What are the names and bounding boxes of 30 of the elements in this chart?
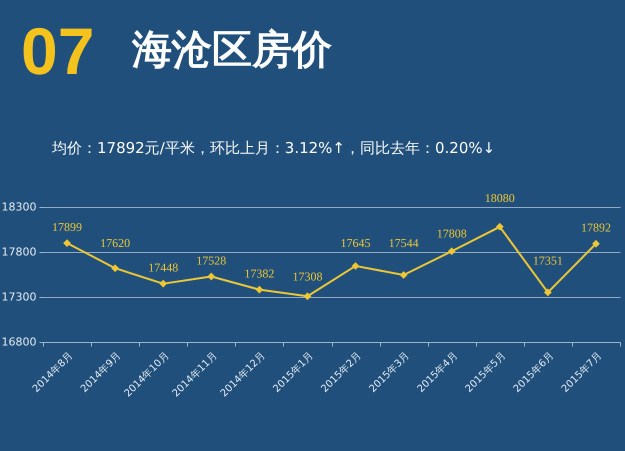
- data-label: 17892: [580, 220, 611, 235]
- point: [352, 262, 360, 270]
- data-label: 17528: [196, 253, 226, 268]
- data-label: 17645: [340, 236, 371, 250]
- data-label: 17808: [436, 226, 467, 240]
- point: [256, 286, 264, 294]
- data-label: 17382: [244, 266, 274, 281]
- point: [304, 292, 312, 300]
- y-tick-label: 16800: [2, 336, 36, 348]
- y-tick-label: 17300: [2, 290, 36, 304]
- point: [63, 239, 71, 247]
- point: [544, 288, 552, 296]
- data-label: 17544: [388, 236, 419, 250]
- data-label: 17620: [100, 236, 130, 250]
- point: [111, 264, 119, 272]
- data-label: 17351: [532, 253, 563, 268]
- point: [448, 247, 456, 256]
- point: [592, 240, 600, 248]
- point: [400, 271, 408, 279]
- data-label: 18080: [484, 190, 515, 205]
- y-tick-label: 17800: [2, 246, 36, 258]
- point: [496, 222, 504, 231]
- point: [159, 280, 168, 288]
- data-label: 17899: [52, 220, 82, 234]
- chart-title: 07 海沧区房价: [21, 14, 333, 88]
- data-label: 17448: [148, 260, 178, 275]
- chart-subtitle: 均价：17892元/平米，环比上月：3.12%↑，同比去年：0.20%↓: [51, 139, 496, 157]
- data-label: 17308: [292, 269, 322, 284]
- point: [207, 272, 216, 280]
- y-tick-label: 18300: [2, 200, 36, 214]
